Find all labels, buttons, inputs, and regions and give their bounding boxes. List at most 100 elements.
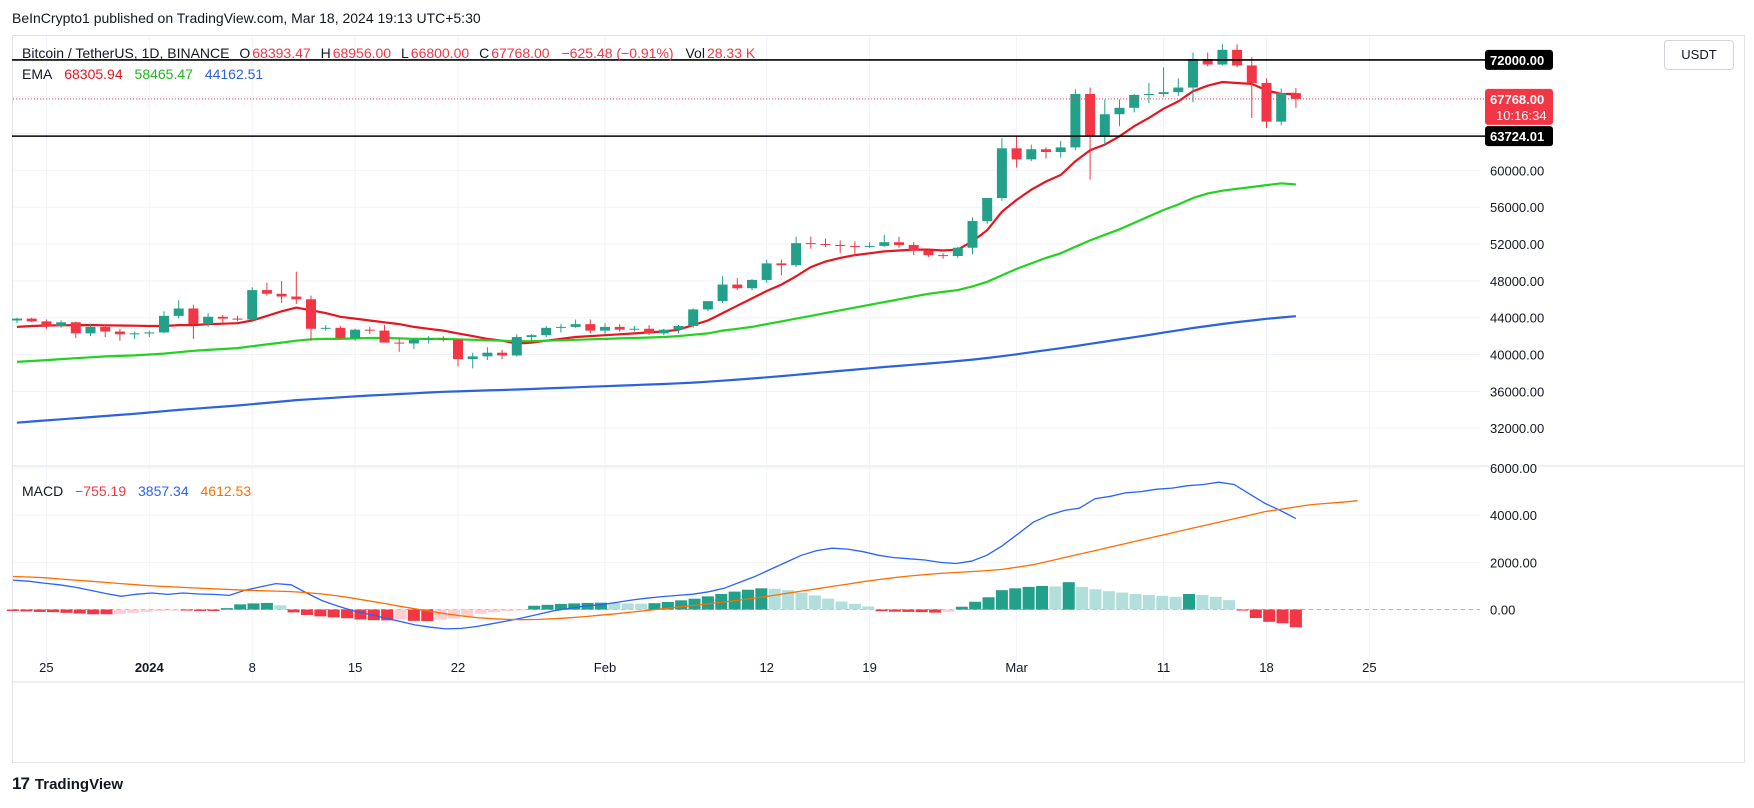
last-price-tag — [1485, 88, 1553, 125]
candle — [497, 349, 508, 360]
candle — [879, 234, 890, 247]
high-label: H — [320, 45, 331, 61]
macd-histogram-bar — [1022, 586, 1035, 610]
macd-tick-label: 4000.00 — [1490, 508, 1537, 523]
candle — [144, 330, 155, 338]
macd-histogram-bar — [608, 602, 621, 610]
candle-body — [350, 329, 361, 338]
macd-histogram-bar — [995, 590, 1008, 610]
low-value: 66800.00 — [410, 45, 470, 61]
macd-histogram-bar — [1223, 600, 1236, 610]
ema-line — [16, 315, 1296, 424]
candle — [129, 331, 140, 339]
publish-header: BeInCrypto1 published on TradingView.com… — [12, 10, 481, 26]
key-level-tag — [1485, 49, 1553, 70]
macd-histogram-bar — [635, 603, 648, 610]
macd-histogram-bar — [207, 609, 220, 611]
macd-histogram-bar — [381, 609, 394, 621]
candle-body — [188, 308, 199, 325]
candle-body — [952, 247, 963, 257]
macd-histogram-bar — [688, 598, 701, 610]
macd-histogram-bar — [314, 609, 327, 617]
candle-body — [261, 290, 272, 294]
volume-label: Vol — [685, 45, 705, 61]
candle — [482, 347, 493, 361]
macd-histogram-bar — [447, 609, 461, 619]
candle-body — [835, 244, 846, 246]
macd-histogram-bar — [1089, 589, 1102, 610]
candle — [408, 337, 419, 350]
macd-pane — [6, 481, 1480, 630]
candle-body — [291, 296, 302, 300]
candle — [453, 338, 463, 367]
macd-histogram-bar — [461, 609, 474, 617]
candle-body — [864, 245, 875, 247]
open-label: O — [239, 45, 251, 61]
macd-tick-label: 6000.00 — [1490, 461, 1537, 476]
time-tick-label: 12 — [759, 660, 773, 675]
time-tick-label: Mar — [1005, 660, 1028, 675]
candle-body — [673, 325, 684, 330]
candle-body — [1041, 149, 1051, 152]
candle-body — [394, 342, 405, 344]
macd-histogram-bar — [915, 609, 928, 613]
candle-body — [1276, 93, 1287, 122]
candle — [12, 317, 22, 324]
candle — [1099, 99, 1110, 145]
high-value: 68956.00 — [332, 45, 392, 61]
candle-body — [100, 326, 111, 332]
candle-body — [423, 338, 434, 340]
price-tick-label: 52000.00 — [1490, 237, 1544, 252]
macd-histogram-bar — [1182, 593, 1196, 610]
time-tick-label: 8 — [249, 660, 256, 675]
candle — [1129, 93, 1140, 113]
macd-histogram-bar — [180, 609, 193, 611]
macd-histogram-bar — [969, 601, 982, 610]
macd-histogram-bar — [982, 597, 995, 610]
macd-histogram-bar — [541, 604, 554, 610]
tradingview-branding[interactable]: 17 TradingView — [12, 774, 123, 794]
macd-histogram-bar — [1169, 596, 1182, 610]
candle — [996, 138, 1007, 201]
candle-body — [717, 284, 728, 302]
candle — [644, 325, 655, 336]
last-price-label: 67768.00 — [1490, 92, 1544, 107]
macd-histogram-bar — [528, 605, 541, 610]
candle — [1041, 147, 1051, 159]
time-tick-label: 22 — [451, 660, 465, 675]
tradingview-logo-icon: 17 — [12, 774, 30, 793]
macd-histogram-bar — [394, 609, 407, 620]
time-tick-label: 25 — [39, 660, 53, 675]
macd-histogram-bar — [113, 609, 126, 614]
currency-button[interactable]: USDT — [1664, 40, 1734, 70]
candle-body — [526, 335, 537, 338]
candle-body — [1246, 65, 1257, 83]
candle — [849, 241, 860, 257]
candle — [1143, 82, 1154, 104]
macd-legend[interactable]: MACD −755.19 3857.34 4612.53 — [22, 483, 253, 499]
key-level-label: 72000.00 — [1490, 53, 1544, 68]
symbol-title[interactable]: Bitcoin / TetherUS, 1D, BINANCE — [22, 45, 230, 61]
candle-body — [217, 316, 228, 319]
ema-slow-value: 44162.51 — [204, 66, 264, 82]
candle-body — [747, 279, 757, 289]
candle-body — [761, 263, 772, 280]
macd-histogram-bar — [795, 592, 808, 610]
candle-body — [1202, 59, 1213, 65]
candle-body — [879, 242, 890, 246]
macd-histogram-bar — [1236, 609, 1249, 611]
macd-histogram-bar — [568, 603, 581, 610]
candle — [673, 325, 684, 334]
close-label: C — [479, 45, 490, 61]
ema-legend[interactable]: EMA 68305.94 58465.47 44162.51 — [22, 66, 265, 82]
macd-histogram-bar — [1116, 592, 1129, 610]
macd-histogram-bar — [327, 609, 340, 618]
candle — [1261, 78, 1272, 129]
key-level-label: 63724.01 — [1490, 129, 1544, 144]
candle-body — [1011, 148, 1022, 160]
macd-histogram-bar — [1009, 588, 1022, 610]
macd-histogram-bar — [100, 609, 113, 615]
candle — [952, 246, 963, 258]
candle-body — [776, 263, 787, 266]
